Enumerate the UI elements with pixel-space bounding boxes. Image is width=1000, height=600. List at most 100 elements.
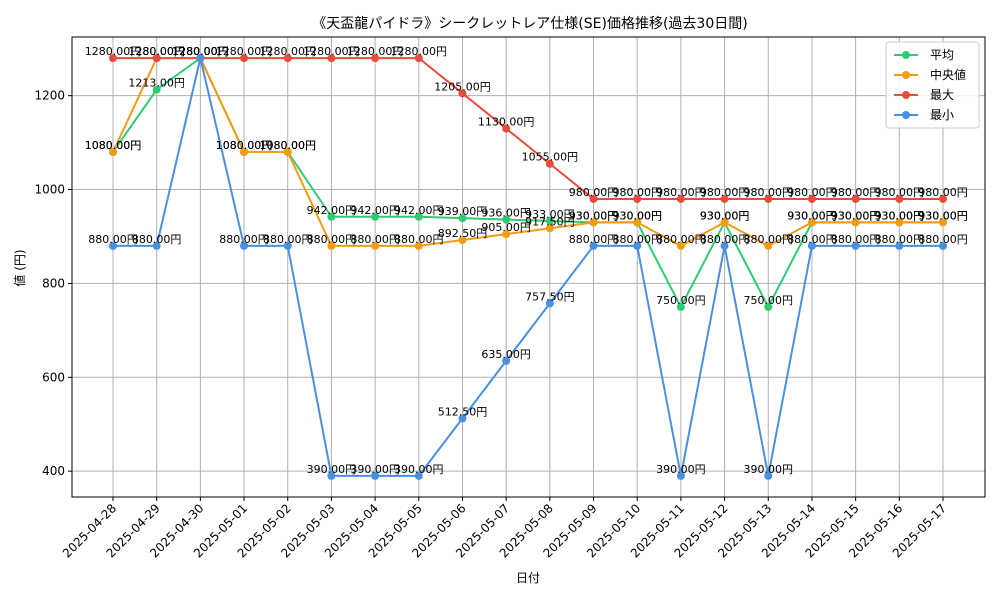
data-label: 512.50円 (438, 405, 488, 418)
data-point (283, 54, 292, 63)
data-label: 930.00円 (831, 209, 881, 222)
series-line (113, 57, 943, 200)
data-label: 980.00円 (787, 186, 837, 199)
data-point (458, 214, 467, 223)
data-label: 939.00円 (438, 205, 488, 218)
data-point (327, 241, 336, 250)
data-point (633, 218, 642, 227)
legend-entry: 最小 (930, 108, 954, 122)
data-label: 980.00円 (875, 186, 925, 199)
data-label: 1280.00円 (172, 45, 229, 58)
data-point (152, 85, 161, 94)
data-label: 1080.00円 (216, 139, 273, 152)
data-point (676, 471, 685, 480)
data-label: 930.00円 (700, 209, 750, 222)
data-point (764, 241, 773, 250)
data-label: 1280.00円 (216, 45, 273, 58)
data-point (240, 54, 249, 63)
data-label: 1055.00円 (522, 151, 579, 164)
data-label: 750.00円 (656, 294, 706, 307)
data-point (633, 194, 642, 203)
data-point (589, 218, 598, 227)
data-label: 1280.00円 (172, 45, 229, 58)
data-label: 1280.00円 (303, 45, 360, 58)
data-label: 1280.00円 (172, 45, 229, 58)
data-label: 980.00円 (744, 186, 794, 199)
legend-entry: 最大 (930, 88, 954, 102)
data-label: 933.00円 (525, 208, 575, 221)
data-point (676, 302, 685, 311)
data-label: 390.00円 (350, 463, 400, 476)
data-point (895, 218, 904, 227)
y-tick-label: 1000 (34, 183, 65, 197)
series-3 (109, 54, 947, 480)
data-label: 757.50円 (525, 290, 575, 303)
data-label: 930.00円 (612, 209, 662, 222)
legend-box (885, 41, 980, 129)
data-label: 930.00円 (569, 209, 619, 222)
data-point (676, 241, 685, 250)
data-point (676, 194, 685, 203)
data-point (589, 194, 598, 203)
legend-swatch-marker (902, 91, 910, 99)
data-label: 930.00円 (787, 209, 837, 222)
data-label: 880.00円 (787, 233, 837, 246)
series-0 (109, 54, 947, 311)
data-point (327, 54, 336, 63)
y-tick-label: 800 (42, 276, 65, 290)
series-line (112, 57, 943, 248)
data-label: 942.00円 (307, 204, 357, 217)
data-label: 930.00円 (918, 209, 968, 222)
data-label: 980.00円 (700, 186, 750, 199)
x-axis-title: 日付 (516, 571, 540, 585)
data-label: 917.50円 (525, 215, 575, 228)
series-line (113, 57, 943, 477)
data-label: 880.00円 (132, 233, 182, 246)
data-label: 980.00円 (918, 186, 968, 199)
data-label: 880.00円 (219, 233, 269, 246)
data-label: 1080.00円 (85, 139, 142, 152)
data-label: 880.00円 (656, 233, 706, 246)
data-label: 635.00円 (481, 348, 531, 361)
data-point (240, 241, 249, 250)
data-label: 930.00円 (612, 209, 662, 222)
data-point (502, 124, 511, 133)
data-point (939, 218, 947, 227)
data-label: 892.50円 (438, 227, 488, 240)
data-point (807, 218, 816, 227)
y-tick-label: 1200 (34, 89, 65, 103)
data-label: 1080.00円 (216, 139, 273, 152)
data-label: 930.00円 (918, 209, 968, 222)
data-label: 880.00円 (831, 233, 881, 246)
data-point (283, 241, 292, 250)
data-label: 980.00円 (612, 186, 662, 199)
data-label: 942.00円 (350, 204, 400, 217)
data-point (939, 241, 947, 250)
data-label: 880.00円 (263, 233, 313, 246)
data-point (720, 241, 729, 250)
data-point (851, 194, 860, 203)
data-point (939, 194, 947, 203)
chart-title: 《天盃龍パイドラ》シークレットレア仕様(SE)価格推移(過去30日間) (312, 15, 747, 32)
data-point (414, 54, 423, 63)
data-point (371, 212, 380, 221)
legend-swatch-marker (902, 51, 910, 59)
data-point (414, 241, 423, 250)
x-axis: 2025-04-282025-04-292025-04-302025-05-01… (60, 497, 949, 560)
data-label: 905.00円 (481, 221, 531, 234)
data-point (895, 194, 904, 203)
data-label: 390.00円 (394, 463, 444, 476)
data-label: 942.00円 (394, 204, 444, 217)
data-point (371, 471, 380, 480)
legend-entry: 平均 (930, 48, 954, 62)
legend-entry: 中央値 (930, 67, 966, 82)
data-label: 1280.00円 (259, 45, 316, 58)
data-label: 1280.00円 (391, 45, 448, 58)
y-axis: 400 600 800 1000 1200 (34, 89, 72, 478)
data-label: 1280.00円 (85, 45, 142, 58)
data-label: 390.00円 (656, 463, 706, 476)
data-point (458, 89, 467, 98)
data-point (327, 212, 336, 221)
